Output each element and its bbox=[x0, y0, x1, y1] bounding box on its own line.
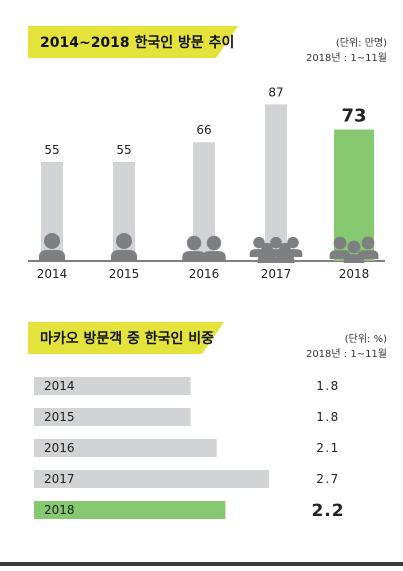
chart1-bar-2016 bbox=[193, 142, 215, 261]
chart2-value-label-2018: 2.2 bbox=[311, 501, 344, 521]
chart1-title: 2014~2018 한국인 방문 추이 bbox=[40, 35, 235, 51]
chart2-value-label-2015: 1.8 bbox=[316, 410, 340, 424]
chart2-category-label-2018: 2018 bbox=[44, 503, 75, 517]
chart1-bar-2017 bbox=[265, 104, 287, 262]
chart2-title-banner: 마카오 방문객 중 한국인 비중 bbox=[28, 322, 224, 354]
chart1-unit-block: (단위: 만명) 2018년 : 1~11월 bbox=[306, 36, 387, 66]
chart1-value-label-2014: 55 bbox=[44, 143, 59, 157]
person-icon bbox=[343, 240, 365, 263]
chart2-unit: (단위: %) bbox=[344, 334, 387, 345]
chart2-banner-shape bbox=[28, 322, 224, 354]
chart1-period: 2018년 : 1~11월 bbox=[305, 53, 387, 64]
chart1-tick-label-2016: 2016 bbox=[189, 267, 220, 281]
chart2-bar-2016 bbox=[34, 439, 217, 457]
chart2-value-label-2014: 1.8 bbox=[316, 379, 340, 393]
chart2-category-label-2016: 2016 bbox=[44, 441, 75, 455]
chart2-category-label-2014: 2014 bbox=[44, 379, 75, 393]
chart1-value-label-2016: 66 bbox=[196, 123, 211, 137]
chart2-value-label-2017: 2.7 bbox=[316, 472, 340, 486]
chart1-value-label-2017: 87 bbox=[268, 85, 283, 99]
chart2-title: 마카오 방문객 중 한국인 비중 bbox=[40, 331, 215, 347]
chart2-category-label-2015: 2015 bbox=[44, 410, 75, 424]
chart1-title-banner: 2014~2018 한국인 방문 추이 bbox=[28, 26, 238, 58]
chart1-tick-label-2015: 2015 bbox=[109, 267, 140, 281]
chart1-tick-label-2014: 2014 bbox=[37, 267, 68, 281]
person-icon bbox=[257, 242, 277, 263]
chart1-banner-shape bbox=[28, 26, 238, 58]
chart2-unit-block: (단위: %) 2018년 : 1~11월 bbox=[306, 332, 387, 362]
chart1-plot: 55 2014 55 2015 66 2016 87 2017 73 2018 bbox=[28, 85, 385, 281]
person-icon bbox=[39, 233, 65, 261]
chart2-plot: 2014 1.8 2015 1.8 2016 2.1 2017 2.7 2018 2.2 bbox=[34, 377, 344, 521]
bottom-rule bbox=[0, 562, 403, 566]
chart1-value-label-2015: 55 bbox=[116, 143, 131, 157]
person-icon bbox=[182, 235, 206, 261]
chart1-tick-label-2017: 2017 bbox=[261, 267, 292, 281]
chart2-value-label-2016: 2.1 bbox=[316, 441, 340, 455]
person-icon bbox=[275, 242, 295, 263]
chart2-bar-2017 bbox=[34, 470, 269, 488]
chart2-bar-2015 bbox=[34, 408, 191, 426]
chart1-value-label-2018: 73 bbox=[341, 106, 366, 127]
chart2-category-label-2017: 2017 bbox=[44, 472, 75, 486]
chart2-bar-2018 bbox=[34, 501, 226, 519]
chart1-tick-label-2018: 2018 bbox=[339, 267, 370, 281]
chart1-unit: (단위: 만명) bbox=[335, 38, 387, 49]
chart2-period: 2018년 : 1~11월 bbox=[305, 349, 387, 360]
chart2-bar-2014 bbox=[34, 377, 191, 395]
person-icon bbox=[111, 233, 137, 261]
person-icon bbox=[202, 235, 226, 261]
